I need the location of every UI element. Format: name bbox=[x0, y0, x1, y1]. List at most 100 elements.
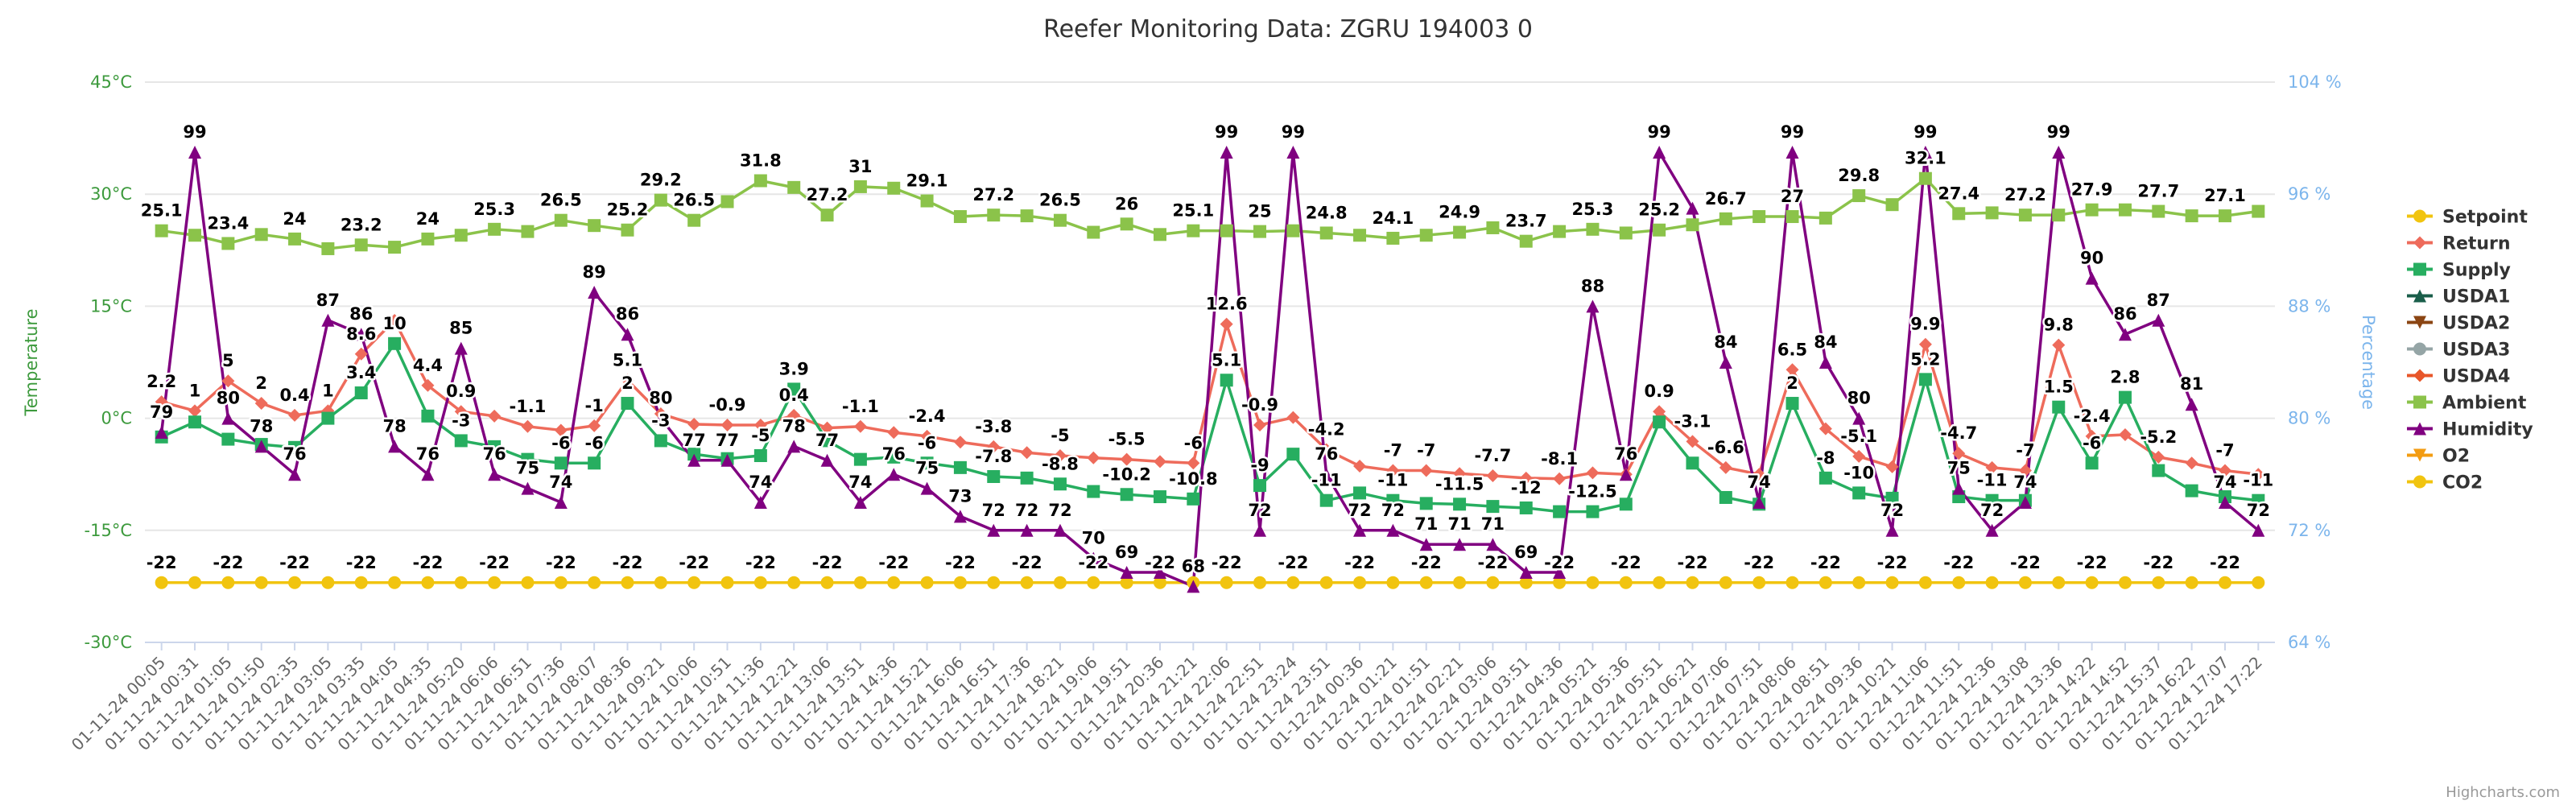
data-point bbox=[987, 576, 1001, 589]
legend-item[interactable]: USDA2 bbox=[2407, 314, 2510, 334]
data-point bbox=[1885, 576, 1899, 589]
data-point bbox=[920, 429, 934, 443]
data-label: -22 bbox=[1744, 553, 1774, 572]
data-point bbox=[1419, 497, 1433, 510]
data-point bbox=[1952, 447, 1966, 460]
legend-item[interactable]: USDA1 bbox=[2407, 287, 2510, 308]
data-point bbox=[1852, 576, 1866, 589]
y-tick-label: 30°C bbox=[90, 184, 132, 204]
data-point bbox=[1918, 576, 1932, 589]
data-point bbox=[1486, 576, 1500, 589]
data-point bbox=[554, 213, 568, 227]
data-label: -8 bbox=[1816, 448, 1835, 468]
data-label: 2.8 bbox=[2110, 368, 2140, 387]
data-point bbox=[454, 405, 468, 419]
data-label: 26.7 bbox=[1705, 189, 1747, 208]
data-point bbox=[1818, 422, 1832, 436]
data-point bbox=[1553, 576, 1567, 589]
data-point bbox=[1220, 374, 1233, 387]
data-point bbox=[621, 374, 634, 387]
data-point bbox=[155, 426, 168, 439]
data-point bbox=[1286, 224, 1300, 237]
data-point bbox=[1020, 471, 1034, 485]
data-point bbox=[554, 423, 568, 437]
data-point bbox=[2052, 338, 2066, 352]
data-point bbox=[687, 453, 701, 467]
legend-item[interactable]: Supply bbox=[2407, 261, 2511, 281]
data-point bbox=[1818, 471, 1832, 485]
data-point bbox=[853, 452, 867, 466]
data-label: 27.9 bbox=[2071, 180, 2113, 200]
data-point bbox=[953, 436, 967, 449]
chart-title: Reefer Monitoring Data: ZGRU 194003 0 bbox=[1043, 15, 1533, 43]
data-point bbox=[1686, 576, 1699, 589]
data-point bbox=[421, 576, 435, 589]
data-point bbox=[853, 180, 867, 193]
data-point bbox=[1286, 411, 1300, 424]
data-point bbox=[1553, 566, 1567, 579]
data-point bbox=[654, 434, 667, 448]
data-point bbox=[1519, 471, 1533, 485]
data-label: -1.1 bbox=[509, 397, 546, 416]
data-point bbox=[421, 468, 435, 481]
data-point bbox=[1087, 451, 1100, 464]
y-tick-label: 0°C bbox=[101, 409, 132, 428]
data-point bbox=[1087, 485, 1100, 498]
data-point bbox=[588, 576, 601, 589]
data-point bbox=[488, 440, 502, 453]
series-line bbox=[161, 176, 2259, 250]
data-point bbox=[1952, 576, 1966, 589]
data-point bbox=[588, 286, 601, 299]
legend-item[interactable]: USDA3 bbox=[2407, 341, 2510, 361]
data-point bbox=[1719, 460, 1732, 474]
data-point bbox=[1020, 209, 1034, 223]
data-label: -22 bbox=[878, 553, 909, 572]
data-point bbox=[2152, 204, 2165, 218]
data-point bbox=[288, 232, 302, 246]
data-label: 25.2 bbox=[1638, 200, 1680, 220]
data-label: -5 bbox=[1051, 426, 1069, 445]
data-point bbox=[2252, 493, 2265, 507]
legend-label: USDA2 bbox=[2442, 314, 2510, 334]
data-label: 76 bbox=[1315, 444, 1338, 464]
y2-tick-label: 72 % bbox=[2288, 521, 2330, 540]
data-label: 3.9 bbox=[779, 359, 809, 378]
data-label: 24.1 bbox=[1372, 208, 1414, 228]
data-point bbox=[1153, 490, 1166, 504]
data-point bbox=[488, 468, 502, 481]
legend-label: USDA1 bbox=[2442, 287, 2510, 308]
legend-symbol bbox=[2413, 236, 2426, 250]
data-point bbox=[488, 409, 502, 423]
data-label: 72 bbox=[1015, 501, 1038, 520]
data-label: 84 bbox=[1814, 332, 1837, 352]
legend-item[interactable]: Return bbox=[2407, 234, 2511, 254]
y2-tick-label: 88 % bbox=[2288, 296, 2330, 316]
data-label: 80 bbox=[217, 389, 240, 408]
legend-item[interactable]: Humidity bbox=[2407, 420, 2533, 440]
data-point bbox=[354, 328, 368, 341]
data-point bbox=[388, 241, 402, 254]
data-point bbox=[1752, 576, 1766, 589]
data-label: 84 bbox=[1714, 332, 1737, 352]
labels-layer: -22 -22 -22 -22 -22 -22 -22 -22 -22 -22 -22 -22 -22 -… bbox=[138, 121, 2276, 578]
data-point bbox=[354, 238, 368, 252]
data-label: -12.5 bbox=[1568, 482, 1617, 502]
data-point bbox=[1719, 490, 1732, 504]
data-point bbox=[288, 440, 302, 454]
legend-item[interactable]: CO2 bbox=[2407, 473, 2483, 493]
data-point bbox=[1453, 576, 1467, 589]
data-point bbox=[155, 395, 168, 409]
legend-item[interactable]: USDA4 bbox=[2407, 367, 2510, 387]
data-point bbox=[2152, 464, 2165, 477]
data-point bbox=[288, 468, 302, 481]
legend-item[interactable]: O2 bbox=[2407, 447, 2470, 467]
legend-item[interactable]: Ambient bbox=[2407, 394, 2527, 414]
data-label: 27 bbox=[1781, 187, 1804, 206]
data-point bbox=[521, 452, 535, 466]
legend-item[interactable]: Setpoint bbox=[2407, 208, 2528, 228]
legend-symbol bbox=[2413, 422, 2426, 436]
data-point bbox=[1187, 224, 1200, 237]
data-point bbox=[1319, 443, 1333, 456]
data-point bbox=[753, 496, 767, 509]
data-point bbox=[1719, 356, 1732, 369]
